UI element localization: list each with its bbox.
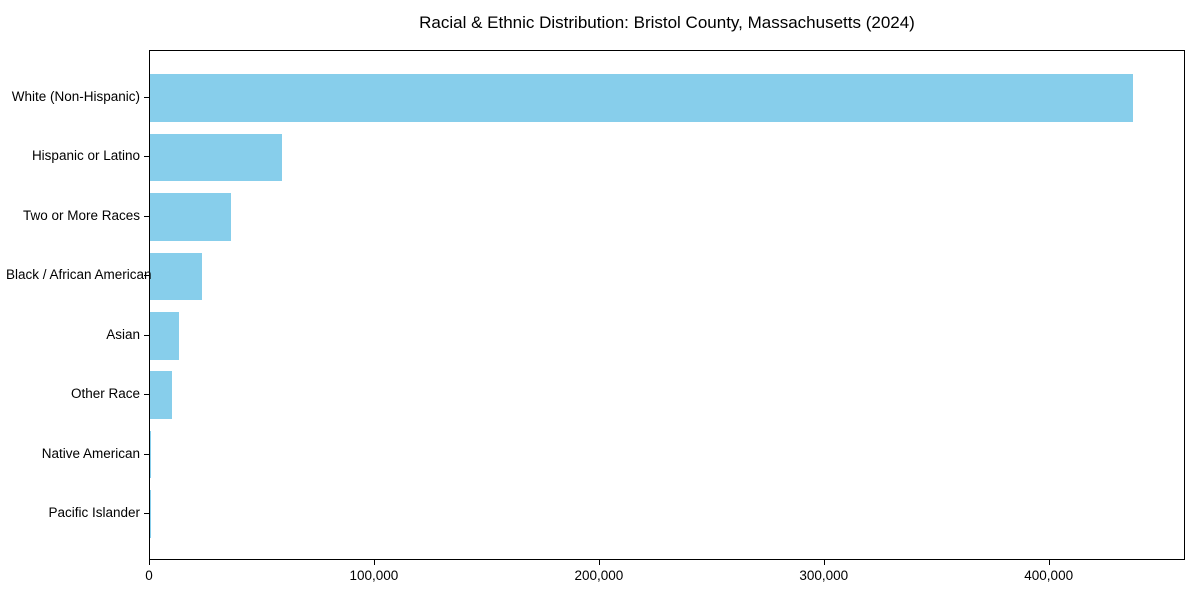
x-tick-mark — [373, 560, 375, 565]
bars-container — [150, 51, 1184, 559]
x-tick-mark — [823, 560, 825, 565]
y-tick-mark — [144, 453, 149, 455]
plot-area — [149, 50, 1185, 560]
bar-row — [150, 252, 1184, 301]
y-tick-mark — [144, 215, 149, 217]
x-tick-label: 200,000 — [574, 568, 624, 583]
x-tick-mark — [598, 560, 600, 565]
x-tick-mark — [1048, 560, 1050, 565]
x-tick-mark — [149, 560, 150, 565]
x-tick-label: 300,000 — [799, 568, 849, 583]
y-tick-mark — [144, 394, 149, 396]
x-tick-label: 400,000 — [1024, 568, 1074, 583]
chart-title: Racial & Ethnic Distribution: Bristol Co… — [419, 13, 915, 32]
y-tick-label: Black / African American — [6, 267, 152, 283]
bar-row — [150, 371, 1184, 419]
y-tick-mark — [144, 513, 149, 515]
y-tick-label: Two or More Races — [22, 207, 140, 223]
y-tick-label: Other Race — [70, 386, 140, 402]
bar-row — [150, 133, 1184, 182]
bar-row — [150, 312, 1184, 360]
bar-row — [150, 490, 1184, 538]
bar-row — [150, 193, 1184, 241]
y-tick-mark — [144, 97, 149, 98]
bar-row — [150, 430, 1184, 479]
bar-other-race — [150, 371, 173, 419]
y-tick-mark — [144, 156, 149, 158]
y-tick-label: Hispanic or Latino — [31, 148, 140, 164]
bar-asian — [150, 312, 180, 360]
y-tick-label: White (Non-Hispanic) — [11, 89, 140, 104]
bar-native-american — [150, 430, 151, 479]
x-tick-label: 0 — [145, 568, 153, 583]
y-tick-mark — [144, 334, 149, 336]
y-tick-label: Asian — [106, 326, 140, 342]
x-tick-label: 100,000 — [349, 568, 399, 583]
bar-hispanic-or-latino — [150, 133, 283, 182]
bar-black-african-american — [150, 252, 202, 301]
y-tick-mark — [144, 275, 149, 277]
bar-row — [150, 74, 1184, 122]
y-tick-label: Pacific Islander — [48, 505, 140, 521]
bar-white-non-hispanic — [150, 74, 1134, 122]
bar-two-or-more-races — [150, 193, 231, 241]
y-tick-label: Native American — [41, 445, 140, 461]
